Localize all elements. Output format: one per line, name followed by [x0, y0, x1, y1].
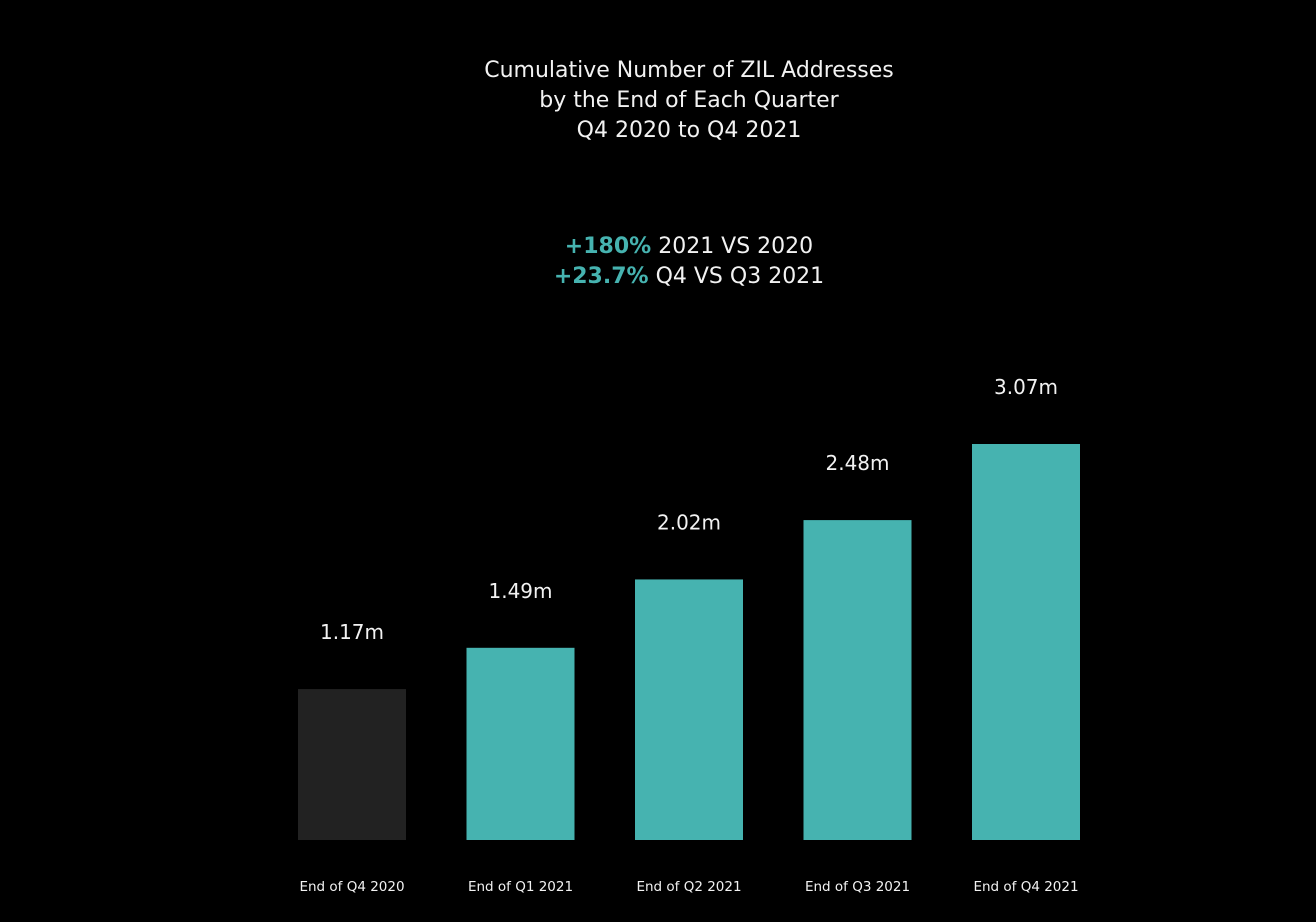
- category-label: End of Q1 2021: [468, 879, 573, 895]
- data-label: 2.48m: [825, 451, 889, 475]
- bar: [803, 520, 912, 840]
- highlight-value: +23.7%: [553, 264, 649, 289]
- data-label: 1.49m: [488, 579, 552, 603]
- title-line: Cumulative Number of ZIL Addresses: [484, 58, 894, 83]
- chart-subtitle: +180% 2021 VS 2020 +23.7% Q4 VS Q3 2021: [0, 232, 1316, 292]
- highlight-text: 2021 VS 2020: [651, 234, 814, 259]
- chart-title: Cumulative Number of ZIL Addresses by th…: [0, 56, 1316, 146]
- bar: [466, 647, 575, 840]
- data-label: 3.07m: [994, 375, 1058, 399]
- title-line: Q4 2020 to Q4 2021: [576, 118, 802, 143]
- category-label: End of Q4 2020: [299, 879, 404, 895]
- bar: [972, 444, 1080, 840]
- highlight-line: +180% 2021 VS 2020: [0, 232, 1316, 262]
- category-label: End of Q3 2021: [805, 879, 910, 895]
- highlight-text: Q4 VS Q3 2021: [648, 264, 825, 289]
- title-line: by the End of Each Quarter: [539, 88, 839, 113]
- data-label: 1.17m: [320, 620, 384, 644]
- highlight-line: +23.7% Q4 VS Q3 2021: [0, 262, 1316, 292]
- category-label: End of Q2 2021: [636, 879, 741, 895]
- bar: [635, 579, 743, 840]
- data-label: 2.02m: [657, 510, 721, 534]
- bar: [298, 689, 406, 840]
- highlight-value: +180%: [564, 234, 652, 259]
- category-label: End of Q4 2021: [973, 879, 1078, 895]
